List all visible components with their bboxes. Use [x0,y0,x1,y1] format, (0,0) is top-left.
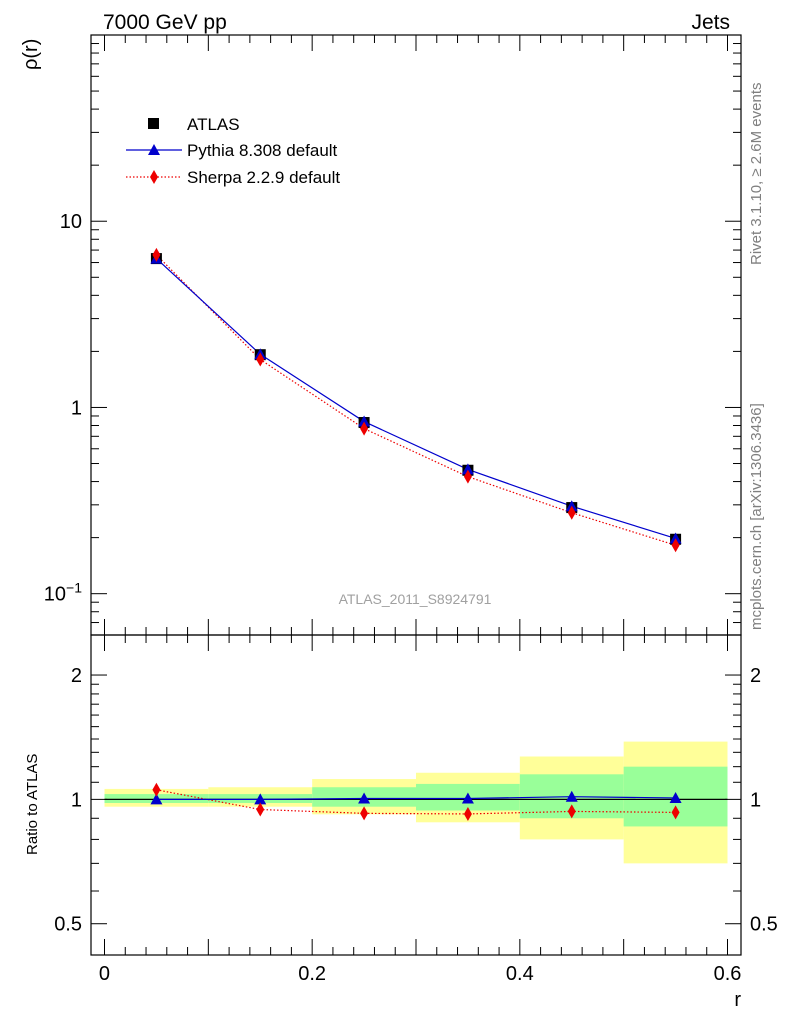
legend-label-atlas: ATLAS [187,115,240,134]
main-y-tick-label: 10 [60,211,82,233]
ratio-pythia-point [358,792,371,804]
ratio-y-tick-label-right: 1 [750,789,761,811]
ratio-x-tick-label: 0.6 [714,963,742,985]
ratio-y-tick-label-left: 1 [71,789,82,811]
sherpa-point [360,421,369,436]
pythia-point [461,463,474,475]
ratio-ylabel: Ratio to ATLAS [24,754,41,855]
ratio-y-tick-label-left: 0.5 [54,914,82,936]
header-right: Jets [691,11,730,34]
sherpa-point [256,352,265,367]
ratio-sherpa-line [156,789,676,815]
legend-marker-pythia [148,144,160,155]
ratio-pythia-point [150,793,163,805]
analysis-id: ATLAS_2011_S8924791 [339,591,492,607]
pythia-line [156,258,676,540]
ratio-pythia-point [565,790,578,802]
ratio-pythia-point [669,791,682,803]
main-y-tick-label: 1 [71,397,82,419]
legend-label-sherpa: Sherpa 2.2.9 default [187,168,340,187]
ratio-x-tick-label: 0 [99,963,110,985]
header-left: 7000 GeV pp [103,11,227,34]
sherpa-point [567,505,576,520]
pythia-point [358,415,371,427]
ratio-pythia-point [461,792,474,804]
ratio-sherpa-point [256,802,265,817]
sherpa-line [155,254,676,546]
ratio-y-tick-label-right: 0.5 [750,914,778,936]
pythia-point [669,532,682,544]
legend: ATLAS Pythia 8.308 default Sherpa 2.2.9 … [126,115,340,187]
ratio-panel: 0 0.2 0.4 0.6 0.5 0.5 1 1 2 2 Ratio to ATLAS r [24,634,778,1011]
ratio-pythia-line [156,796,676,800]
ratio-pythia-point [254,793,267,805]
ratio-sherpa-point [152,782,161,797]
legend-label-pythia: Pythia 8.308 default [187,141,338,160]
ratio-sherpa-point [567,804,576,819]
ratio-x-tick-label: 0.2 [298,963,326,985]
ratio-y-tick-label-right: 2 [750,665,761,687]
main-panel: 10−1 1 10 ρ(r) [20,34,742,636]
ratio-sherpa-point [360,806,369,821]
ratio-xlabel: r [734,989,741,1011]
sherpa-point [463,469,472,484]
main-y-tick-label: 10−1 [44,580,82,606]
ratio-sherpa-point [671,805,680,820]
sherpa-point [671,538,680,553]
legend-marker-atlas [148,118,159,129]
ratio-y-tick-label-left: 2 [71,665,82,687]
sherpa-point [152,247,161,262]
ratio-sherpa-point [463,806,472,821]
pythia-point [565,500,578,512]
rivet-label: Rivet 3.1.10, ≥ 2.6M events [748,83,765,266]
main-ylabel: ρ(r) [20,39,42,70]
legend-marker-sherpa [150,170,158,184]
ratio-x-tick-label: 0.4 [506,963,534,985]
mcplots-label: mcplots.cern.ch [arXiv:1306.3436] [748,403,765,630]
